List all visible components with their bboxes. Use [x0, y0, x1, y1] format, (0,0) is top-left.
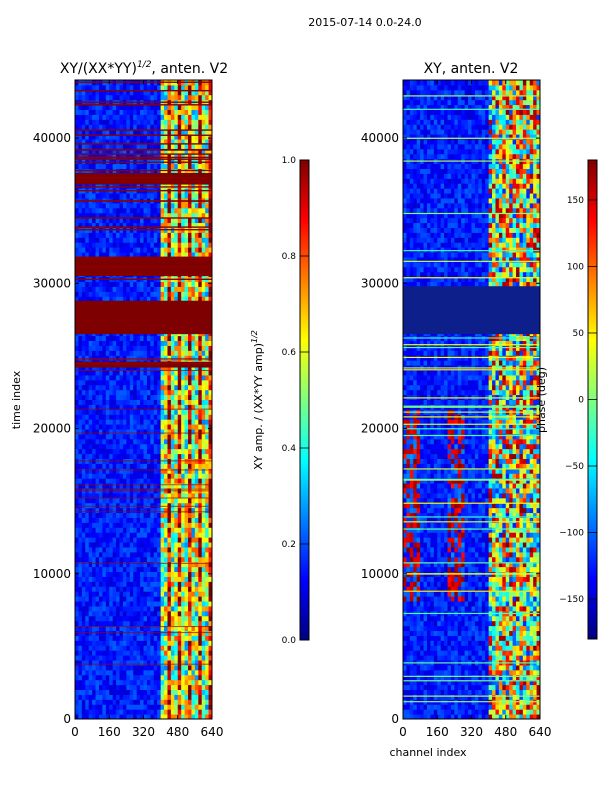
colorbar-tick-label: 0.8	[282, 252, 297, 262]
right-x-axis-label: channel index	[389, 746, 467, 759]
left-colorbar: 0.0 0.2 0.4 0.6 0.8 1.0 XY amp. / (XX*YY amp)…	[250, 156, 310, 646]
colorbar-tick-label: −50	[565, 462, 584, 472]
y-tick-label: 40000	[361, 131, 399, 145]
colorbar-tick-label: 1.0	[282, 156, 297, 166]
y-tick-label: 40000	[33, 131, 71, 145]
left-colorbar-ticks: 0.0 0.2 0.4 0.6 0.8 1.0	[282, 156, 309, 646]
colorbar-tick-label: 100	[567, 262, 584, 272]
left-y-axis-label: time index	[10, 370, 23, 429]
saturated-block	[75, 172, 212, 185]
y-tick-label: 10000	[33, 567, 71, 581]
saturated-block	[75, 361, 212, 368]
y-tick-label: 10000	[361, 567, 399, 581]
y-tick-label: 20000	[361, 422, 399, 436]
right-panel: XY, anten. V2 0 160 320 480 640 0 10000 20000 30…	[361, 61, 552, 759]
x-tick-label: 160	[426, 725, 449, 739]
x-tick-label: 480	[166, 725, 189, 739]
saturated-block	[75, 300, 212, 335]
left-panel-title: XY/(XX*YY)1/2, anten. V2	[60, 60, 228, 77]
colorbar-tick-label: 0.0	[282, 636, 297, 646]
colorbar-tick-label: −100	[559, 529, 584, 539]
colorbar-tick-label: 0.6	[282, 348, 297, 358]
left-colorbar-gradient	[299, 159, 310, 641]
x-tick-label: 160	[98, 725, 121, 739]
colorbar-tick-label: 0.4	[282, 444, 297, 454]
colorbar-tick-label: −150	[559, 595, 584, 605]
x-tick-label: 480	[494, 725, 517, 739]
right-colorbar-label: phase (deg)	[535, 367, 548, 433]
y-tick-label: 20000	[33, 422, 71, 436]
x-tick-label: 320	[460, 725, 483, 739]
y-tick-label: 0	[63, 712, 71, 726]
x-tick-label: 0	[71, 725, 79, 739]
colorbar-tick-label: 0.2	[282, 540, 296, 550]
right-colorbar: −150 −100 −50 0 50 100 150 phase (deg)	[535, 159, 598, 640]
low-phase-block	[403, 286, 540, 335]
left-panel: XY/(XX*YY)1/2, anten. V2 0 160 320 480 640 0 1…	[10, 60, 228, 739]
left-heatmap	[75, 80, 212, 719]
right-panel-title: XY, anten. V2	[424, 61, 519, 77]
x-tick-label: 640	[529, 725, 552, 739]
y-tick-label: 30000	[361, 276, 399, 290]
x-tick-label: 640	[201, 725, 224, 739]
right-heatmap	[403, 80, 540, 719]
right-colorbar-ticks: −150 −100 −50 0 50 100 150	[559, 196, 597, 605]
left-axis-ticks: 0 160 320 480 640 0 10000 20000 30000 40000	[33, 80, 224, 739]
y-tick-label: 30000	[33, 276, 71, 290]
y-tick-label: 0	[391, 712, 399, 726]
colorbar-tick-label: 150	[567, 196, 584, 206]
left-colorbar-label: XY amp. / (XX*YY amp)1/2	[250, 330, 265, 470]
colorbar-tick-label: 50	[573, 329, 585, 339]
x-tick-label: 320	[132, 725, 155, 739]
right-axis-ticks: 0 160 320 480 640 0 10000 20000 30000 40000	[361, 80, 552, 739]
figure-suptitle: 2015-07-14 0.0-24.0	[308, 16, 421, 29]
colorbar-tick-label: 0	[578, 396, 584, 406]
x-tick-label: 0	[399, 725, 407, 739]
